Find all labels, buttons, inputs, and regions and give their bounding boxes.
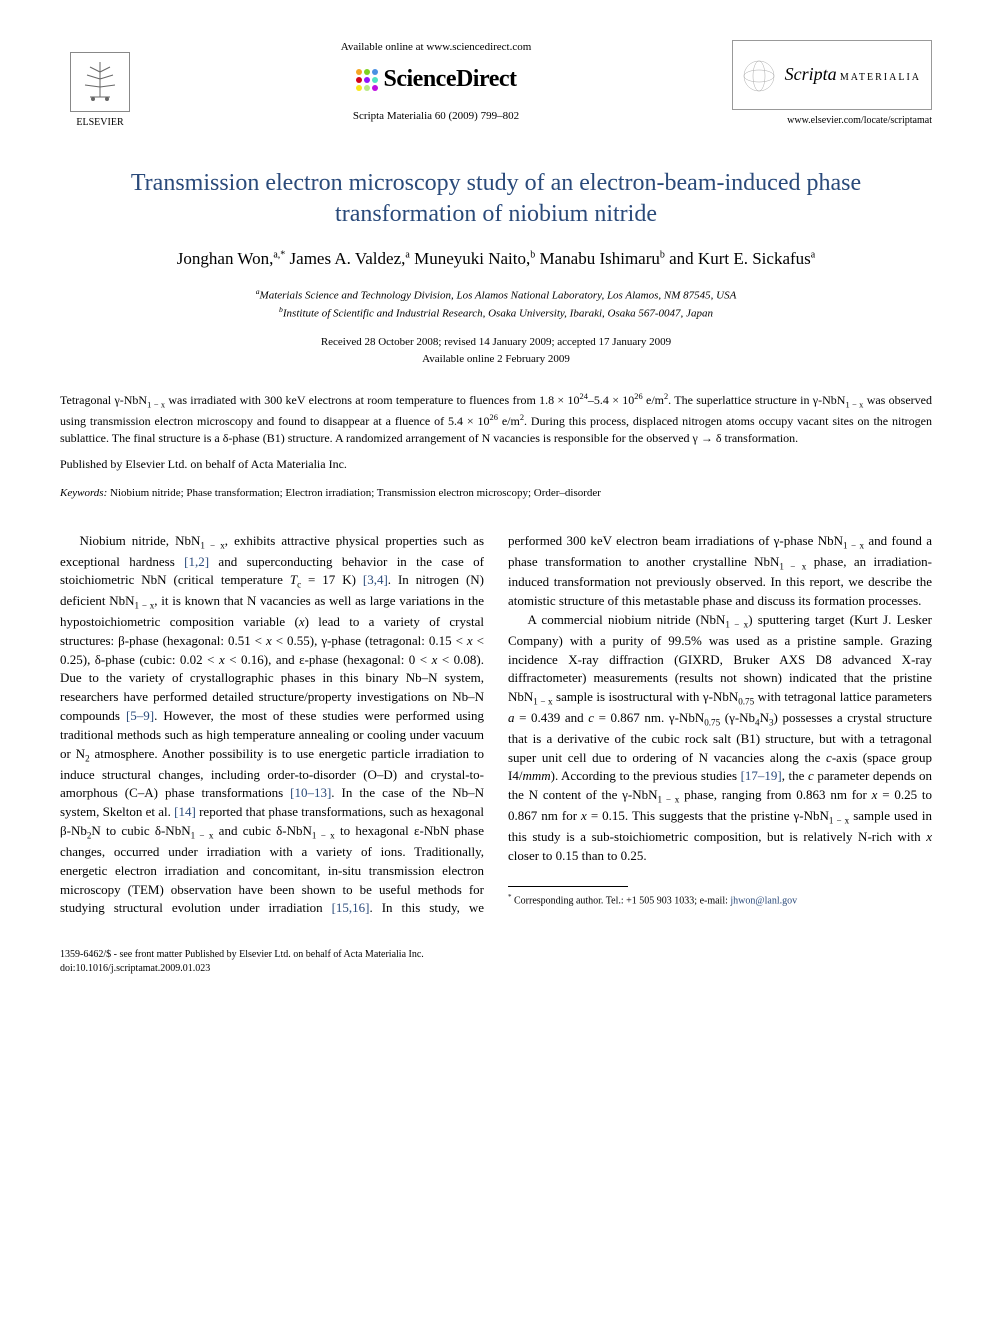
footer-doi: doi:10.1016/j.scriptamat.2009.01.023 [60,962,932,976]
footnote-text: Corresponding author. Tel.: +1 505 903 1… [514,895,730,906]
footnote-separator [508,886,628,887]
journal-reference: Scripta Materialia 60 (2009) 799–802 [160,109,712,124]
publisher-note: Published by Elsevier Ltd. on behalf of … [60,456,932,473]
article-dates: Received 28 October 2008; revised 14 Jan… [60,334,932,367]
scripta-globe-icon [739,56,779,96]
keywords-text: Niobium nitride; Phase transformation; E… [110,487,601,499]
keywords-line: Keywords: Niobium nitride; Phase transfo… [60,486,932,501]
header-row: ELSEVIER Available online at www.science… [60,40,932,158]
footer-copyright: 1359-6462/$ - see front matter Published… [60,948,932,962]
dates-online: Available online 2 February 2009 [60,351,932,368]
sciencedirect-text: ScienceDirect [384,63,517,97]
body-paragraph-2: A commercial niobium nitride (NbN1 − x) … [508,611,932,866]
footnote-marker: * [508,893,512,901]
corresponding-author-footnote: * Corresponding author. Tel.: +1 505 903… [508,893,932,908]
elsevier-logo: ELSEVIER [60,40,140,130]
abstract: Tetragonal γ-NbN1 − x was irradiated wit… [60,391,932,447]
scripta-subtitle: MATERIALIA [840,72,921,83]
sciencedirect-logo: ScienceDirect [160,63,712,97]
keywords-label: Keywords: [60,487,107,499]
scripta-title: Scripta [785,64,837,84]
affiliation-a: aMaterials Science and Technology Divisi… [60,286,932,304]
authors-line: Jonghan Won,a,* James A. Valdez,a Muneyu… [60,246,932,272]
affiliation-b: bInstitute of Scientific and Industrial … [60,304,932,322]
article-title: Transmission electron microscopy study o… [60,168,932,230]
journal-url[interactable]: www.elsevier.com/locate/scriptamat [732,114,932,128]
elsevier-tree-icon [70,52,130,112]
available-online-text: Available online at www.sciencedirect.co… [160,40,712,55]
dates-received: Received 28 October 2008; revised 14 Jan… [60,334,932,351]
center-header: Available online at www.sciencedirect.co… [140,40,732,124]
scripta-box-wrapper: Scripta MATERIALIA www.elsevier.com/loca… [732,40,932,158]
page-footer: 1359-6462/$ - see front matter Published… [60,948,932,976]
affiliations: aMaterials Science and Technology Divisi… [60,286,932,322]
sd-dots-icon [356,69,378,91]
footnote-email-link[interactable]: jhwon@lanl.gov [730,895,797,906]
elsevier-label: ELSEVIER [76,116,123,130]
body-text: Niobium nitride, NbN1 − x, exhibits attr… [60,532,932,918]
scripta-materialia-box: Scripta MATERIALIA [732,40,932,110]
